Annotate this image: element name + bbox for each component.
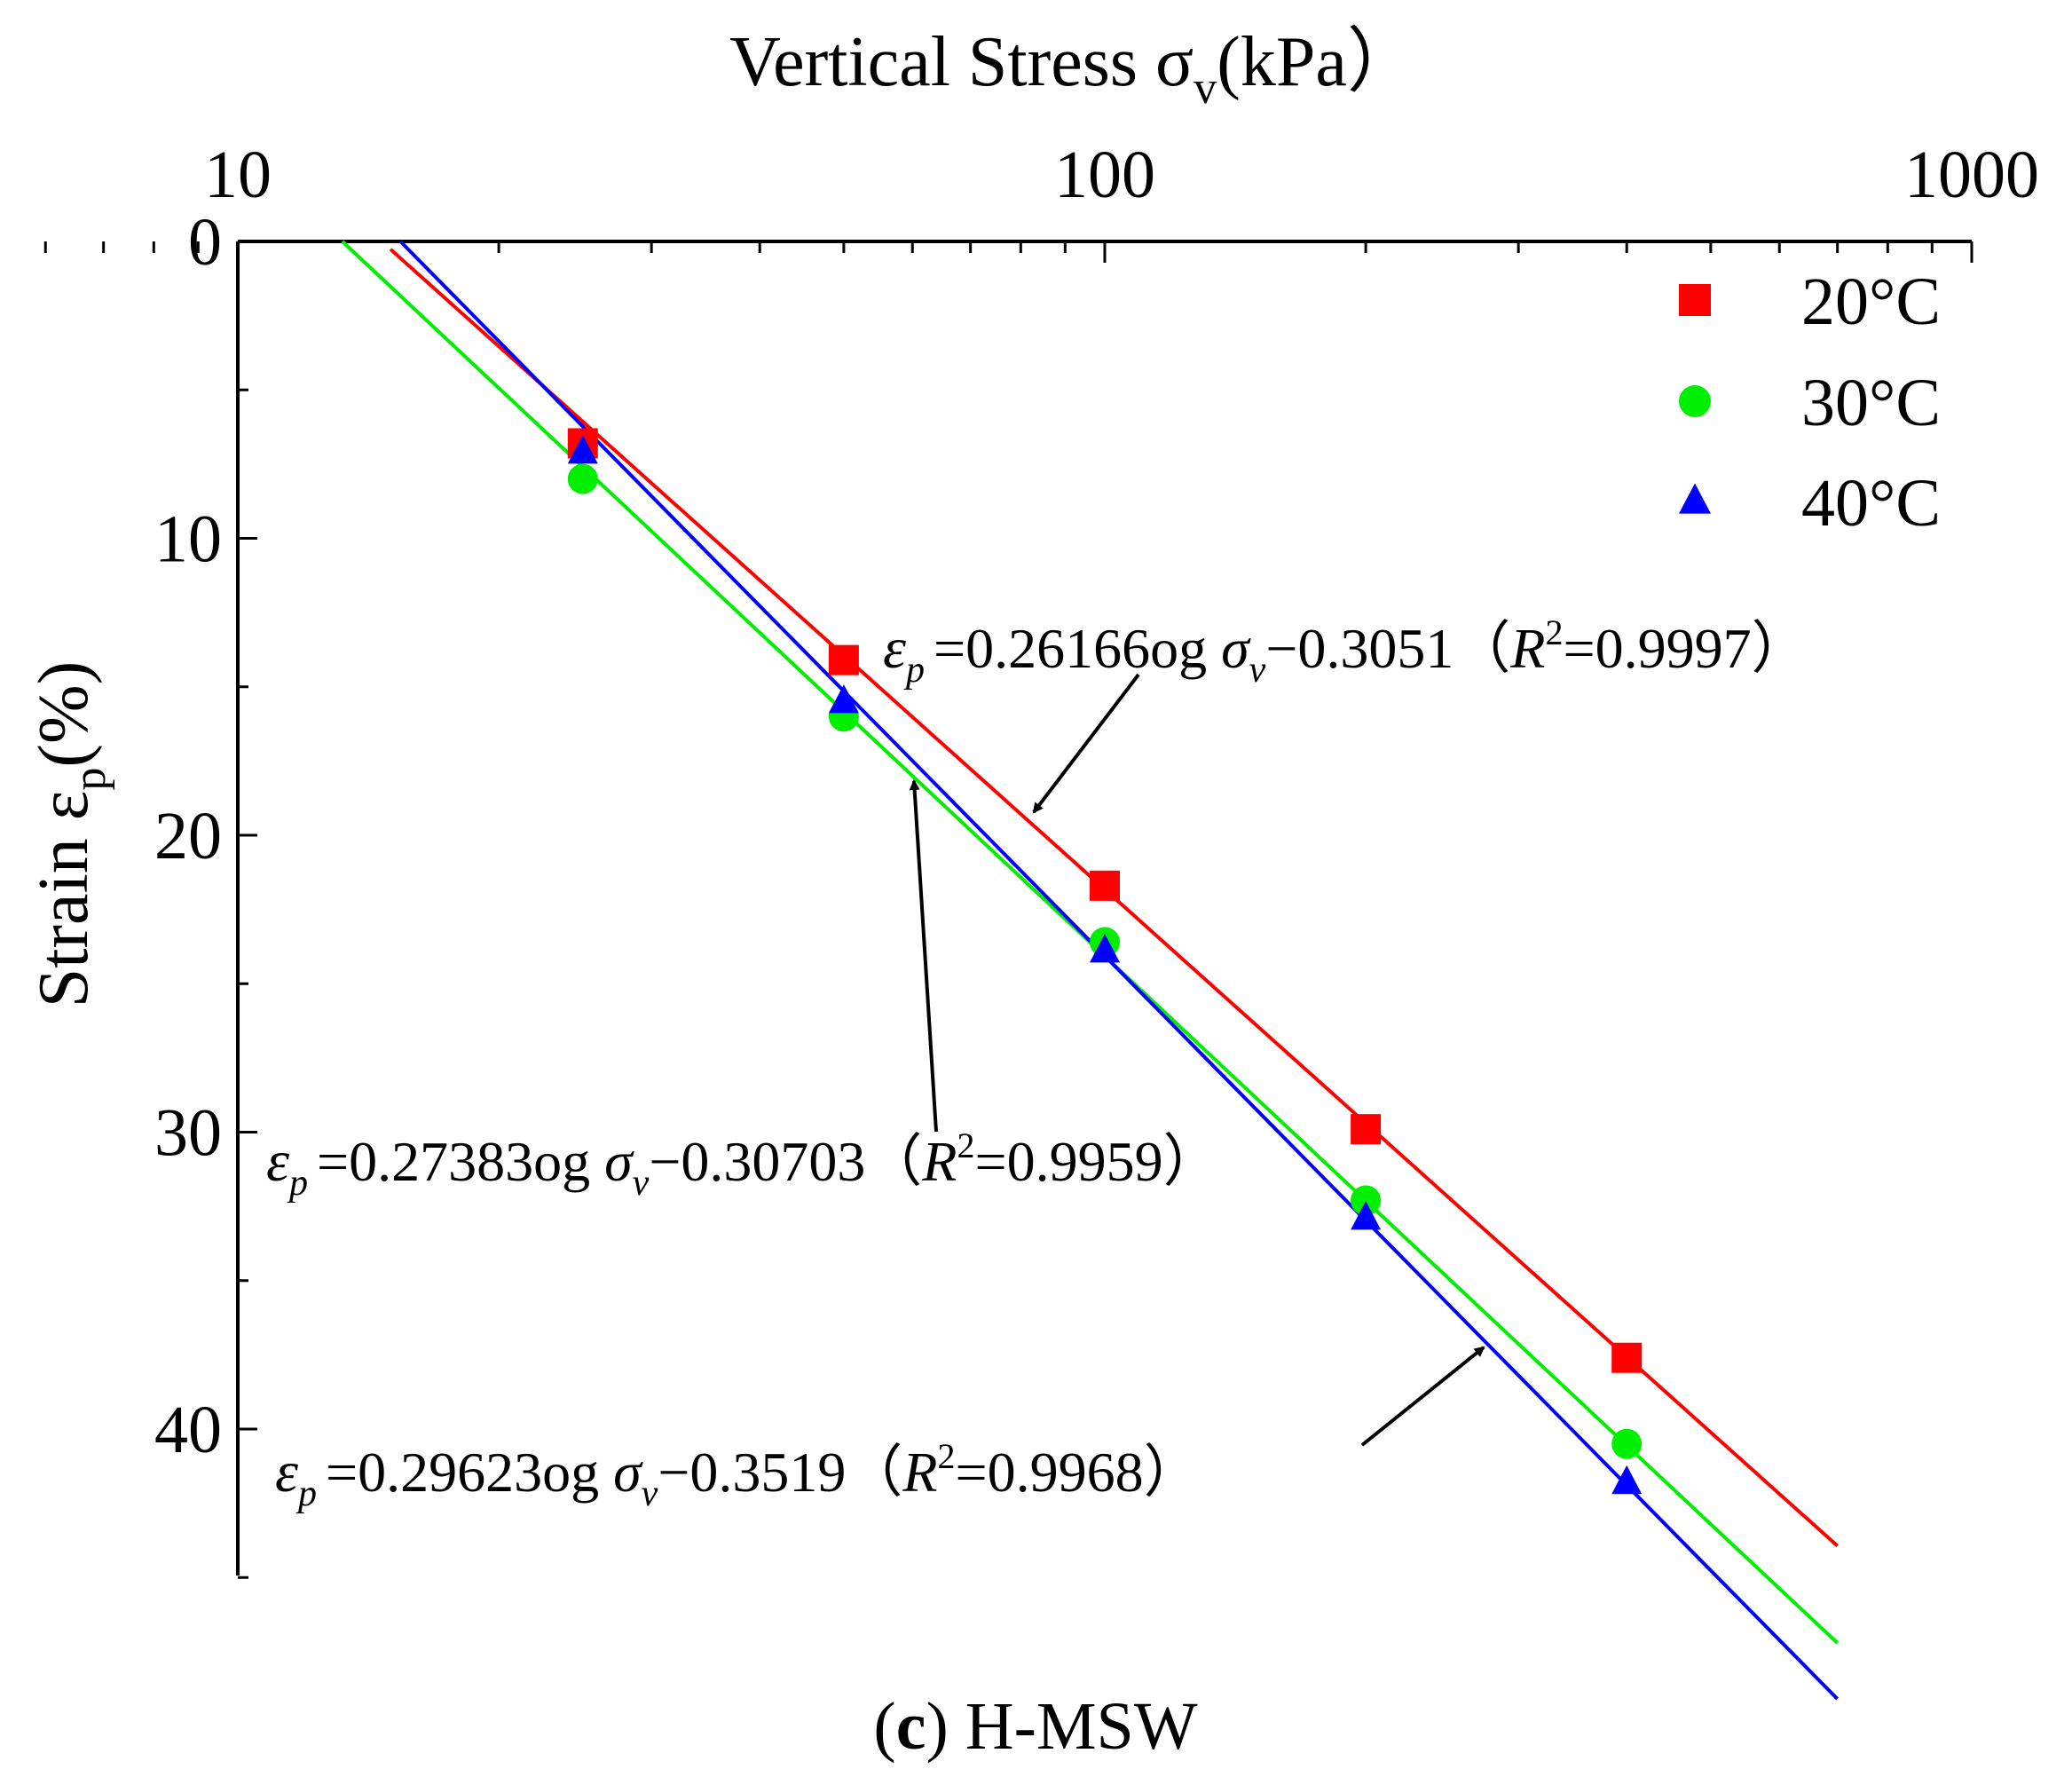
data-point-20c bbox=[1611, 1342, 1643, 1373]
fit-line-40c bbox=[398, 240, 1840, 1701]
y-tick-label: 20 bbox=[154, 799, 222, 873]
legend-item-40c: 40°C bbox=[1679, 466, 1941, 541]
equation-40c-middle: og bbox=[542, 1441, 599, 1504]
equation-20c-suffix: −0.3051（ bbox=[1265, 617, 1510, 680]
equation-20c-r2: =0.9997） bbox=[1564, 617, 1808, 680]
equation-40c-prefix: =0.29623 bbox=[326, 1441, 542, 1504]
data-point-30c bbox=[1351, 1185, 1382, 1216]
y-tick-label: 40 bbox=[154, 1393, 222, 1467]
legend-label: 30°C bbox=[1801, 366, 1941, 440]
y-tick-label: 30 bbox=[154, 1096, 222, 1171]
arrow-30c bbox=[909, 779, 938, 1133]
legend-marker bbox=[1679, 284, 1711, 316]
data-point-30c bbox=[567, 463, 598, 494]
legend-item-20c: 20°C bbox=[1679, 265, 1941, 339]
equation-20c-prefix: =0.26166 bbox=[934, 617, 1150, 680]
arrow-40c bbox=[1360, 1346, 1485, 1447]
legend-marker bbox=[1679, 483, 1711, 514]
data-point-20c bbox=[1090, 870, 1120, 901]
equation-40c: εp =0.29623og σv−0.3519（R2=0.9968） bbox=[275, 1436, 1201, 1514]
caption-text: H-MSW bbox=[965, 1689, 1198, 1764]
equation-30c: εp =0.27383og σv−0.30703（R2=0.9959） bbox=[266, 1125, 1220, 1204]
x-tick-label: 100 bbox=[1054, 138, 1155, 212]
y-axis-title: Strain εp(%) bbox=[25, 661, 115, 1008]
figure-caption: (c) H-MSW bbox=[873, 1689, 1197, 1764]
x-tick-label: 10 bbox=[204, 138, 272, 212]
legend-item-30c: 30°C bbox=[1679, 366, 1941, 440]
data-point-40c bbox=[1090, 934, 1120, 963]
x-tick-label: 1000 bbox=[1904, 138, 2039, 212]
equation-20c-middle: og bbox=[1150, 617, 1207, 680]
caption-letter: c bbox=[896, 1689, 926, 1764]
legend-label: 40°C bbox=[1801, 466, 1941, 541]
equation-30c-prefix: =0.27383 bbox=[317, 1130, 533, 1193]
data-point-40c bbox=[1611, 1465, 1643, 1495]
equation-20c: εp =0.26166og σv−0.3051（R2=0.9997） bbox=[883, 612, 1808, 691]
data-point-40c bbox=[1351, 1201, 1382, 1230]
legend: 20°C 30°C 40°C bbox=[1679, 265, 1941, 541]
data-point-40c bbox=[828, 684, 859, 714]
equation-30c-r2: =0.9959） bbox=[975, 1130, 1220, 1193]
equation-30c-middle: og bbox=[533, 1130, 590, 1193]
equation-30c-suffix: −0.30703（ bbox=[649, 1130, 922, 1193]
data-point-20c bbox=[828, 644, 859, 675]
equation-40c-suffix: −0.3519（ bbox=[658, 1441, 902, 1504]
arrow-20c bbox=[1032, 673, 1140, 814]
annotation-arrows bbox=[909, 673, 1485, 1447]
equation-annotations: εp =0.26166og σv−0.3051（R2=0.9997） εp =0.2… bbox=[266, 612, 1808, 1514]
data-point-30c bbox=[1611, 1428, 1643, 1459]
y-tick-label: 10 bbox=[154, 502, 222, 577]
data-points bbox=[567, 428, 1643, 1495]
y-tick-label: 0 bbox=[188, 205, 222, 280]
data-point-40c bbox=[567, 435, 598, 464]
legend-marker bbox=[1679, 385, 1711, 417]
legend-label: 20°C bbox=[1801, 265, 1941, 339]
x-axis-title: Vertical Stress σv(kPa） bbox=[729, 23, 1418, 114]
equation-40c-r2: =0.9968） bbox=[956, 1441, 1201, 1504]
data-point-20c bbox=[1351, 1114, 1382, 1145]
